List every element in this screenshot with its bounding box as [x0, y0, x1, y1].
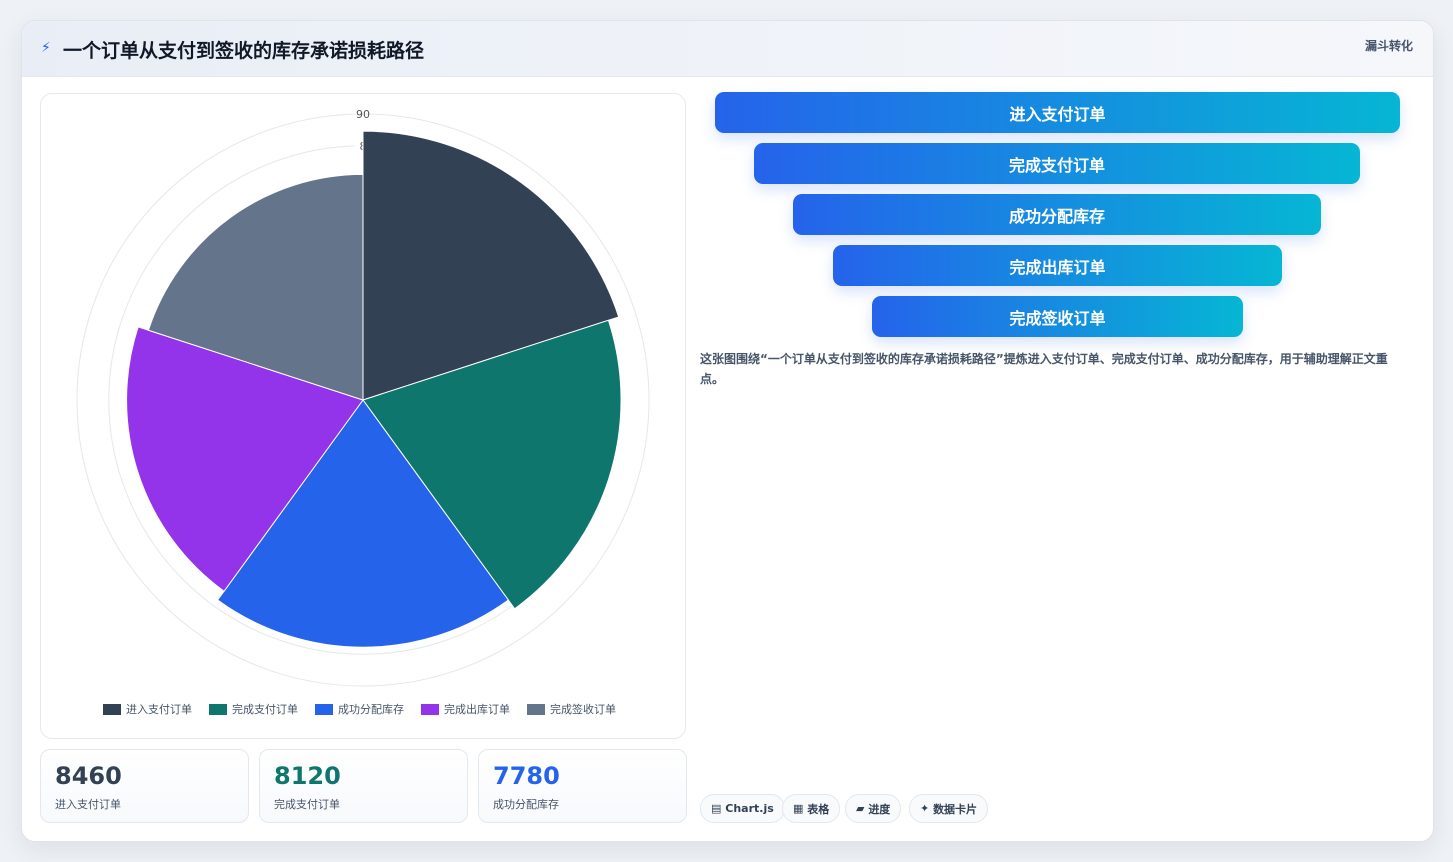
page-title: 一个订单从支付到签收的库存承诺损耗路径: [63, 40, 425, 62]
kpi-value: 7780: [493, 762, 560, 790]
kpi-card-2: 8120 完成支付订单: [259, 749, 468, 823]
chip-label: Chart.js: [725, 802, 774, 815]
kpi-label: 成功分配库存: [493, 798, 559, 811]
chip-progress[interactable]: ▰ 进度: [845, 794, 902, 823]
lightning-icon: ⚡: [41, 40, 51, 56]
polar-chart-panel: 890进入支付订单完成支付订单成功分配库存完成出库订单完成签收订单: [40, 93, 686, 739]
legend-label[interactable]: 完成签收订单: [550, 702, 616, 716]
funnel-stage-1: 进入支付订单: [715, 92, 1400, 133]
polar-segment-3[interactable]: [216, 399, 510, 648]
chip-data-card[interactable]: ✦ 数据卡片: [909, 794, 989, 823]
chart-card: ⚡ 一个订单从支付到签收的库存承诺损耗路径 漏斗转化 890进入支付订单完成支付…: [21, 20, 1434, 842]
legend-swatch: [527, 704, 545, 715]
chip-label: 进度: [868, 802, 891, 816]
chart-type-tag: 漏斗转化: [1364, 39, 1413, 53]
polar-segment-4[interactable]: [126, 326, 364, 592]
legend-label[interactable]: 完成出库订单: [444, 702, 510, 716]
grid-icon: ▦: [793, 802, 804, 815]
tick-label-bg: [355, 139, 365, 152]
polar-area-chart: 890进入支付订单完成支付订单成功分配库存完成出库订单完成签收订单: [76, 108, 650, 716]
chip-chartjs[interactable]: ▤ Chart.js: [700, 794, 785, 823]
tick-label-bg: [355, 108, 365, 120]
table-icon: ▤: [711, 802, 722, 815]
radial-tick-label: 90: [356, 108, 370, 121]
kpi-value: 8120: [274, 762, 341, 790]
legend-label[interactable]: 进入支付订单: [126, 703, 192, 716]
chip-label: 表格: [807, 802, 830, 816]
funnel-stage-5: 完成签收订单: [872, 296, 1243, 337]
kpi-card-3: 7780 成功分配库存: [478, 749, 687, 823]
funnel-stage-2: 完成支付订单: [754, 143, 1360, 184]
funnel-stage-3: 成功分配库存: [793, 194, 1321, 235]
legend-swatch: [103, 704, 121, 715]
chip-label: 数据卡片: [933, 802, 978, 816]
kpi-value: 8460: [55, 762, 122, 790]
chart-description: 这张图围绕“一个订单从支付到签收的库存承诺损耗路径”提炼进入支付订单、完成支付订…: [700, 352, 1388, 386]
polar-segment-2[interactable]: [362, 319, 622, 610]
legend-swatch: [315, 704, 333, 715]
funnel-stage-4: 完成出库订单: [833, 245, 1282, 286]
legend-label[interactable]: 成功分配库存: [338, 702, 404, 716]
sparkle-icon: ✦: [920, 802, 930, 815]
legend-swatch: [209, 704, 227, 715]
polar-segment-5[interactable]: [147, 173, 364, 401]
polar-segment-1[interactable]: [362, 130, 620, 401]
legend-swatch: [421, 704, 439, 715]
legend-label[interactable]: 完成支付订单: [232, 702, 298, 716]
kpi-label: 进入支付订单: [55, 798, 121, 811]
chip-table[interactable]: ▦ 表格: [782, 794, 841, 823]
card-header: ⚡ 一个订单从支付到签收的库存承诺损耗路径 漏斗转化: [22, 21, 1433, 77]
progress-icon: ▰: [856, 802, 865, 815]
kpi-card-1: 8460 进入支付订单: [40, 749, 249, 823]
kpi-label: 完成支付订单: [274, 798, 340, 811]
